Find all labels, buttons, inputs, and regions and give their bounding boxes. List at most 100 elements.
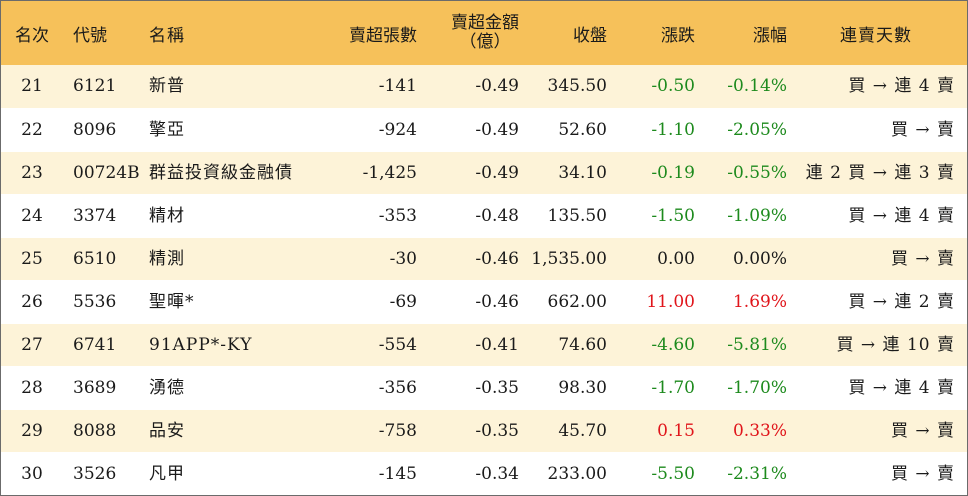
cell-name: 精材	[147, 193, 327, 237]
table-row[interactable]: 26 5536 聖暉* -69 -0.46 662.00 11.00 1.69% 買 → 連 2…	[1, 279, 967, 323]
header-streak[interactable]: 連賣天數	[840, 25, 912, 46]
cell-net-sell-amount: -0.46	[427, 279, 529, 323]
table-row[interactable]: 29 8088 品安 -758 -0.35 45.70 0.15 0.33% 買 → 賣	[1, 408, 967, 452]
cell-change: -1.10	[617, 107, 705, 151]
cell-pct: 1.69%	[705, 279, 797, 323]
cell-rank: 25	[1, 236, 63, 280]
cell-streak: 買 → 連 2 賣	[797, 279, 967, 323]
cell-streak: 買 → 賣	[797, 451, 967, 495]
header-net-sell-lots[interactable]: 賣超張數	[349, 25, 417, 46]
header-rank[interactable]: 名次	[15, 25, 49, 46]
cell-close: 233.00	[529, 451, 617, 495]
cell-net-sell-lots: -554	[327, 322, 427, 366]
cell-net-sell-lots: -30	[327, 236, 427, 280]
cell-close: 52.60	[529, 107, 617, 151]
cell-change: -1.50	[617, 193, 705, 237]
cell-code: 3526	[63, 451, 147, 495]
cell-streak: 買 → 賣	[797, 107, 967, 151]
cell-net-sell-amount: -0.49	[427, 107, 529, 151]
table-row[interactable]: 21 6121 新普 -141 -0.49 345.50 -0.50 -0.14% 買 → 連 …	[1, 65, 967, 108]
header-code[interactable]: 代號	[73, 25, 107, 46]
cell-change: 11.00	[617, 279, 705, 323]
cell-pct: -1.70%	[705, 365, 797, 409]
cell-streak: 連 2 買 → 連 3 賣	[797, 150, 967, 194]
cell-close: 345.50	[547, 76, 607, 97]
cell-net-sell-amount: -0.48	[427, 193, 529, 237]
cell-name: 凡甲	[147, 451, 327, 495]
cell-pct: 0.33%	[705, 408, 797, 452]
cell-streak: 買 → 賣	[797, 408, 967, 452]
cell-change: -5.50	[617, 451, 705, 495]
cell-code: 6121	[73, 76, 117, 97]
cell-streak: 買 → 連 4 賣	[797, 365, 967, 409]
cell-streak: 買 → 連 4 賣	[848, 76, 955, 97]
table-row[interactable]: 25 6510 精測 -30 -0.46 1,535.00 0.00 0.00% 買 → 賣	[1, 236, 967, 280]
header-row: 名次 代號 名稱 賣超張數 賣超金額 （億） 收盤 漲跌 漲幅 連賣天數	[1, 1, 967, 65]
table-row[interactable]: 28 3689 湧德 -356 -0.35 98.30 -1.70 -1.70% 買 → 連 4…	[1, 365, 967, 409]
cell-pct: -0.14%	[727, 76, 787, 97]
header-pct[interactable]: 漲幅	[753, 25, 787, 46]
cell-name: 湧德	[147, 365, 327, 409]
cell-pct: -5.81%	[705, 322, 797, 366]
cell-net-sell-amount: -0.49	[475, 76, 519, 97]
cell-change: 0.15	[617, 408, 705, 452]
cell-close: 135.50	[529, 193, 617, 237]
cell-net-sell-lots: -924	[327, 107, 427, 151]
cell-code: 00724B	[63, 150, 147, 194]
cell-name: 聖暉*	[147, 279, 327, 323]
cell-code: 5536	[63, 279, 147, 323]
cell-pct: -2.31%	[705, 451, 797, 495]
cell-close: 98.30	[529, 365, 617, 409]
cell-close: 662.00	[529, 279, 617, 323]
cell-net-sell-lots: -356	[327, 365, 427, 409]
cell-net-sell-lots: -353	[327, 193, 427, 237]
table-body: 21 6121 新普 -141 -0.49 345.50 -0.50 -0.14% 買 → 連 …	[1, 65, 967, 495]
cell-net-sell-amount: -0.35	[427, 408, 529, 452]
cell-net-sell-amount: -0.49	[427, 150, 529, 194]
cell-name: 91APP*-KY	[147, 322, 327, 366]
cell-net-sell-amount: -0.41	[427, 322, 529, 366]
header-name[interactable]: 名稱	[149, 25, 185, 46]
cell-close: 45.70	[529, 408, 617, 452]
cell-close: 34.10	[529, 150, 617, 194]
cell-name: 品安	[147, 408, 327, 452]
cell-pct: 0.00%	[705, 236, 797, 280]
cell-rank: 30	[1, 451, 63, 495]
cell-streak: 買 → 賣	[797, 236, 967, 280]
table-row[interactable]: 23 00724B 群益投資級金融債 -1,425 -0.49 34.10 -0.19 -0.…	[1, 150, 967, 194]
cell-streak: 買 → 連 10 賣	[797, 322, 967, 366]
header-net-sell-amount-line2: （億）	[459, 32, 511, 52]
table-row[interactable]: 22 8096 擎亞 -924 -0.49 52.60 -1.10 -2.05% 買 → 賣	[1, 107, 967, 151]
cell-close: 1,535.00	[529, 236, 617, 280]
table-row[interactable]: 27 6741 91APP*-KY -554 -0.41 74.60 -4.60 -5.81%…	[1, 322, 967, 366]
cell-change: -4.60	[617, 322, 705, 366]
cell-code: 8096	[63, 107, 147, 151]
cell-code: 8088	[63, 408, 147, 452]
cell-change: -1.70	[617, 365, 705, 409]
cell-name: 新普	[149, 76, 185, 97]
cell-pct: -2.05%	[705, 107, 797, 151]
cell-code: 3689	[63, 365, 147, 409]
cell-streak: 買 → 連 4 賣	[797, 193, 967, 237]
header-net-sell-amount[interactable]: 賣超金額 （億）	[427, 1, 529, 65]
table-row[interactable]: 24 3374 精材 -353 -0.48 135.50 -1.50 -1.09% 買 → 連 …	[1, 193, 967, 237]
cell-net-sell-amount: -0.46	[427, 236, 529, 280]
cell-net-sell-lots: -145	[327, 451, 427, 495]
header-net-sell-amount-line1: 賣超金額	[451, 13, 519, 33]
cell-name: 群益投資級金融債	[147, 150, 327, 194]
table-row[interactable]: 30 3526 凡甲 -145 -0.34 233.00 -5.50 -2.31% 買 → 賣	[1, 451, 967, 495]
header-change[interactable]: 漲跌	[661, 25, 695, 46]
cell-rank: 22	[1, 107, 63, 151]
header-close[interactable]: 收盤	[573, 25, 607, 46]
cell-net-sell-lots: -1,425	[327, 150, 427, 194]
cell-net-sell-lots: -758	[327, 408, 427, 452]
cell-net-sell-amount: -0.34	[427, 451, 529, 495]
cell-name: 精測	[147, 236, 327, 280]
cell-rank: 23	[1, 150, 63, 194]
cell-name: 擎亞	[147, 107, 327, 151]
cell-pct: -1.09%	[705, 193, 797, 237]
cell-change: 0.00	[617, 236, 705, 280]
cell-net-sell-lots: -69	[327, 279, 427, 323]
cell-net-sell-amount: -0.35	[427, 365, 529, 409]
